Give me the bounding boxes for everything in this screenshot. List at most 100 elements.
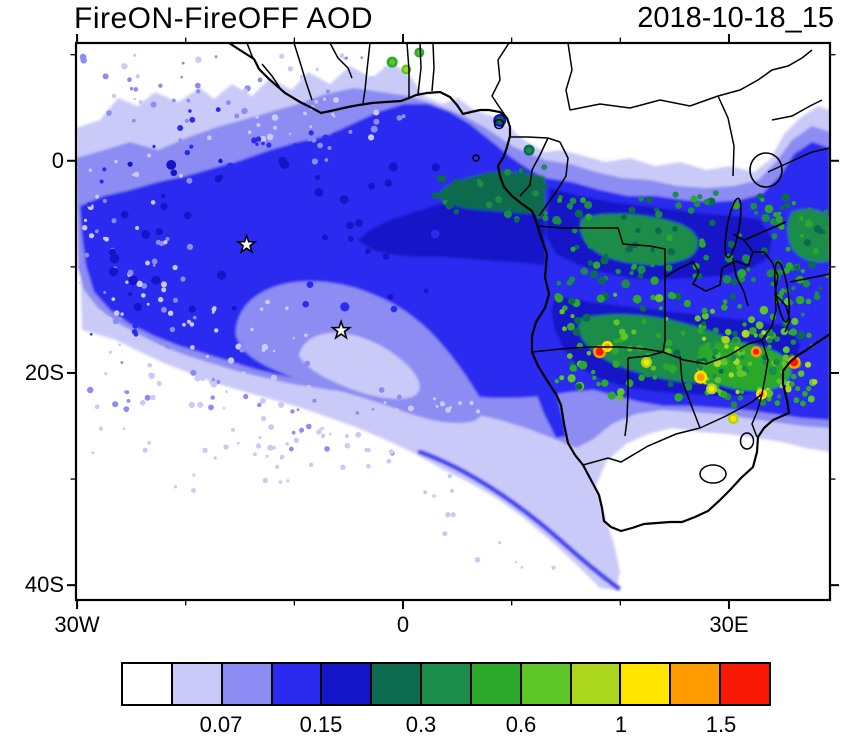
field-speckle — [562, 520, 567, 524]
field-speckle — [387, 110, 394, 117]
field-speckle — [612, 360, 620, 368]
field-speckle — [306, 281, 314, 288]
field-speckle — [668, 364, 677, 374]
field-speckle — [195, 56, 202, 63]
field-speckle — [167, 310, 174, 316]
field-speckle — [166, 160, 177, 170]
field-speckle — [279, 53, 285, 59]
field-speckle — [503, 210, 512, 219]
island-star-marker — [235, 233, 258, 254]
field-speckle — [182, 322, 186, 327]
field-speckle — [498, 439, 501, 443]
field-speckle — [309, 462, 314, 467]
field-speckle — [508, 468, 513, 473]
field-speckle — [508, 201, 516, 210]
field-speckle — [665, 339, 673, 347]
field-speckle — [333, 97, 339, 103]
field-speckle — [214, 328, 219, 333]
field-speckle — [591, 369, 596, 375]
field-speckle — [488, 449, 494, 455]
lesotho-border — [699, 464, 727, 484]
field-speckle — [426, 125, 430, 129]
field-speckle — [735, 389, 740, 395]
field-speckle — [569, 364, 577, 372]
field-speckle — [586, 350, 592, 356]
field-speckle — [684, 382, 693, 391]
field-speckle — [173, 297, 178, 303]
field-speckle — [308, 130, 314, 136]
field-speckle — [580, 197, 586, 204]
field-speckle — [575, 383, 583, 390]
field-speckle — [604, 253, 608, 258]
field-speckle — [683, 299, 692, 308]
field-speckle — [721, 336, 730, 344]
field-speckle — [346, 221, 354, 230]
field-speckle — [243, 183, 250, 190]
field-speckle — [751, 277, 756, 283]
field-speckle — [321, 433, 325, 438]
field-speckle — [739, 389, 745, 394]
field-speckle — [567, 374, 576, 383]
field-speckle — [697, 194, 703, 200]
field-speckle — [742, 322, 747, 327]
field-speckle — [324, 158, 329, 162]
field-speckle — [165, 342, 172, 349]
field-speckle — [216, 111, 223, 118]
field-speckle — [761, 213, 770, 223]
field-speckle — [737, 395, 744, 401]
field-speckle — [128, 292, 133, 297]
hotspot-core — [696, 373, 705, 382]
field-speckle — [181, 61, 185, 65]
field-speckle — [322, 134, 329, 142]
field-speckle — [208, 404, 214, 411]
field-speckle — [108, 350, 112, 354]
hotspot-core — [812, 247, 819, 254]
field-speckle — [251, 137, 258, 144]
field-speckle — [170, 169, 178, 177]
hotspot-core — [643, 359, 650, 366]
field-speckle — [139, 106, 143, 111]
field-speckle — [91, 451, 95, 455]
field-speckle — [720, 304, 728, 311]
field-speckle — [301, 265, 311, 275]
field-speckle — [180, 75, 183, 79]
field-speckle — [213, 456, 217, 460]
field-speckle — [230, 155, 237, 163]
field-speckle — [596, 381, 601, 387]
field-speckle — [133, 53, 137, 57]
field-speckle — [781, 193, 790, 202]
field-speckle — [165, 237, 170, 241]
field-speckle — [99, 179, 104, 184]
field-speckle — [776, 394, 782, 399]
field-speckle — [598, 214, 606, 221]
field-speckle — [287, 66, 294, 72]
field-speckle — [650, 262, 655, 268]
field-speckle — [437, 394, 441, 397]
colorbar-cell — [521, 664, 572, 704]
field-speckle — [366, 448, 371, 453]
field-speckle — [733, 337, 739, 343]
field-speckle — [449, 488, 455, 493]
field-speckle — [772, 358, 780, 366]
field-speckle — [114, 159, 118, 164]
field-speckle — [701, 307, 708, 314]
field-speckle — [211, 307, 217, 312]
field-speckle — [286, 479, 290, 483]
field-speckle — [570, 246, 576, 252]
hotspot-core — [389, 59, 396, 66]
field-speckle — [243, 393, 249, 400]
field-speckle — [333, 132, 337, 137]
field-speckle — [125, 280, 129, 284]
field-speckle — [327, 146, 332, 150]
field-speckle — [82, 225, 88, 231]
field-speckle — [638, 196, 644, 202]
field-speckle — [141, 293, 146, 298]
field-speckle — [261, 141, 265, 146]
field-speckle — [161, 287, 167, 293]
field-speckle — [795, 386, 801, 392]
field-speckle — [655, 332, 662, 339]
field-speckle — [727, 240, 736, 248]
field-contours — [76, 62, 830, 591]
field-speckle — [450, 512, 456, 518]
